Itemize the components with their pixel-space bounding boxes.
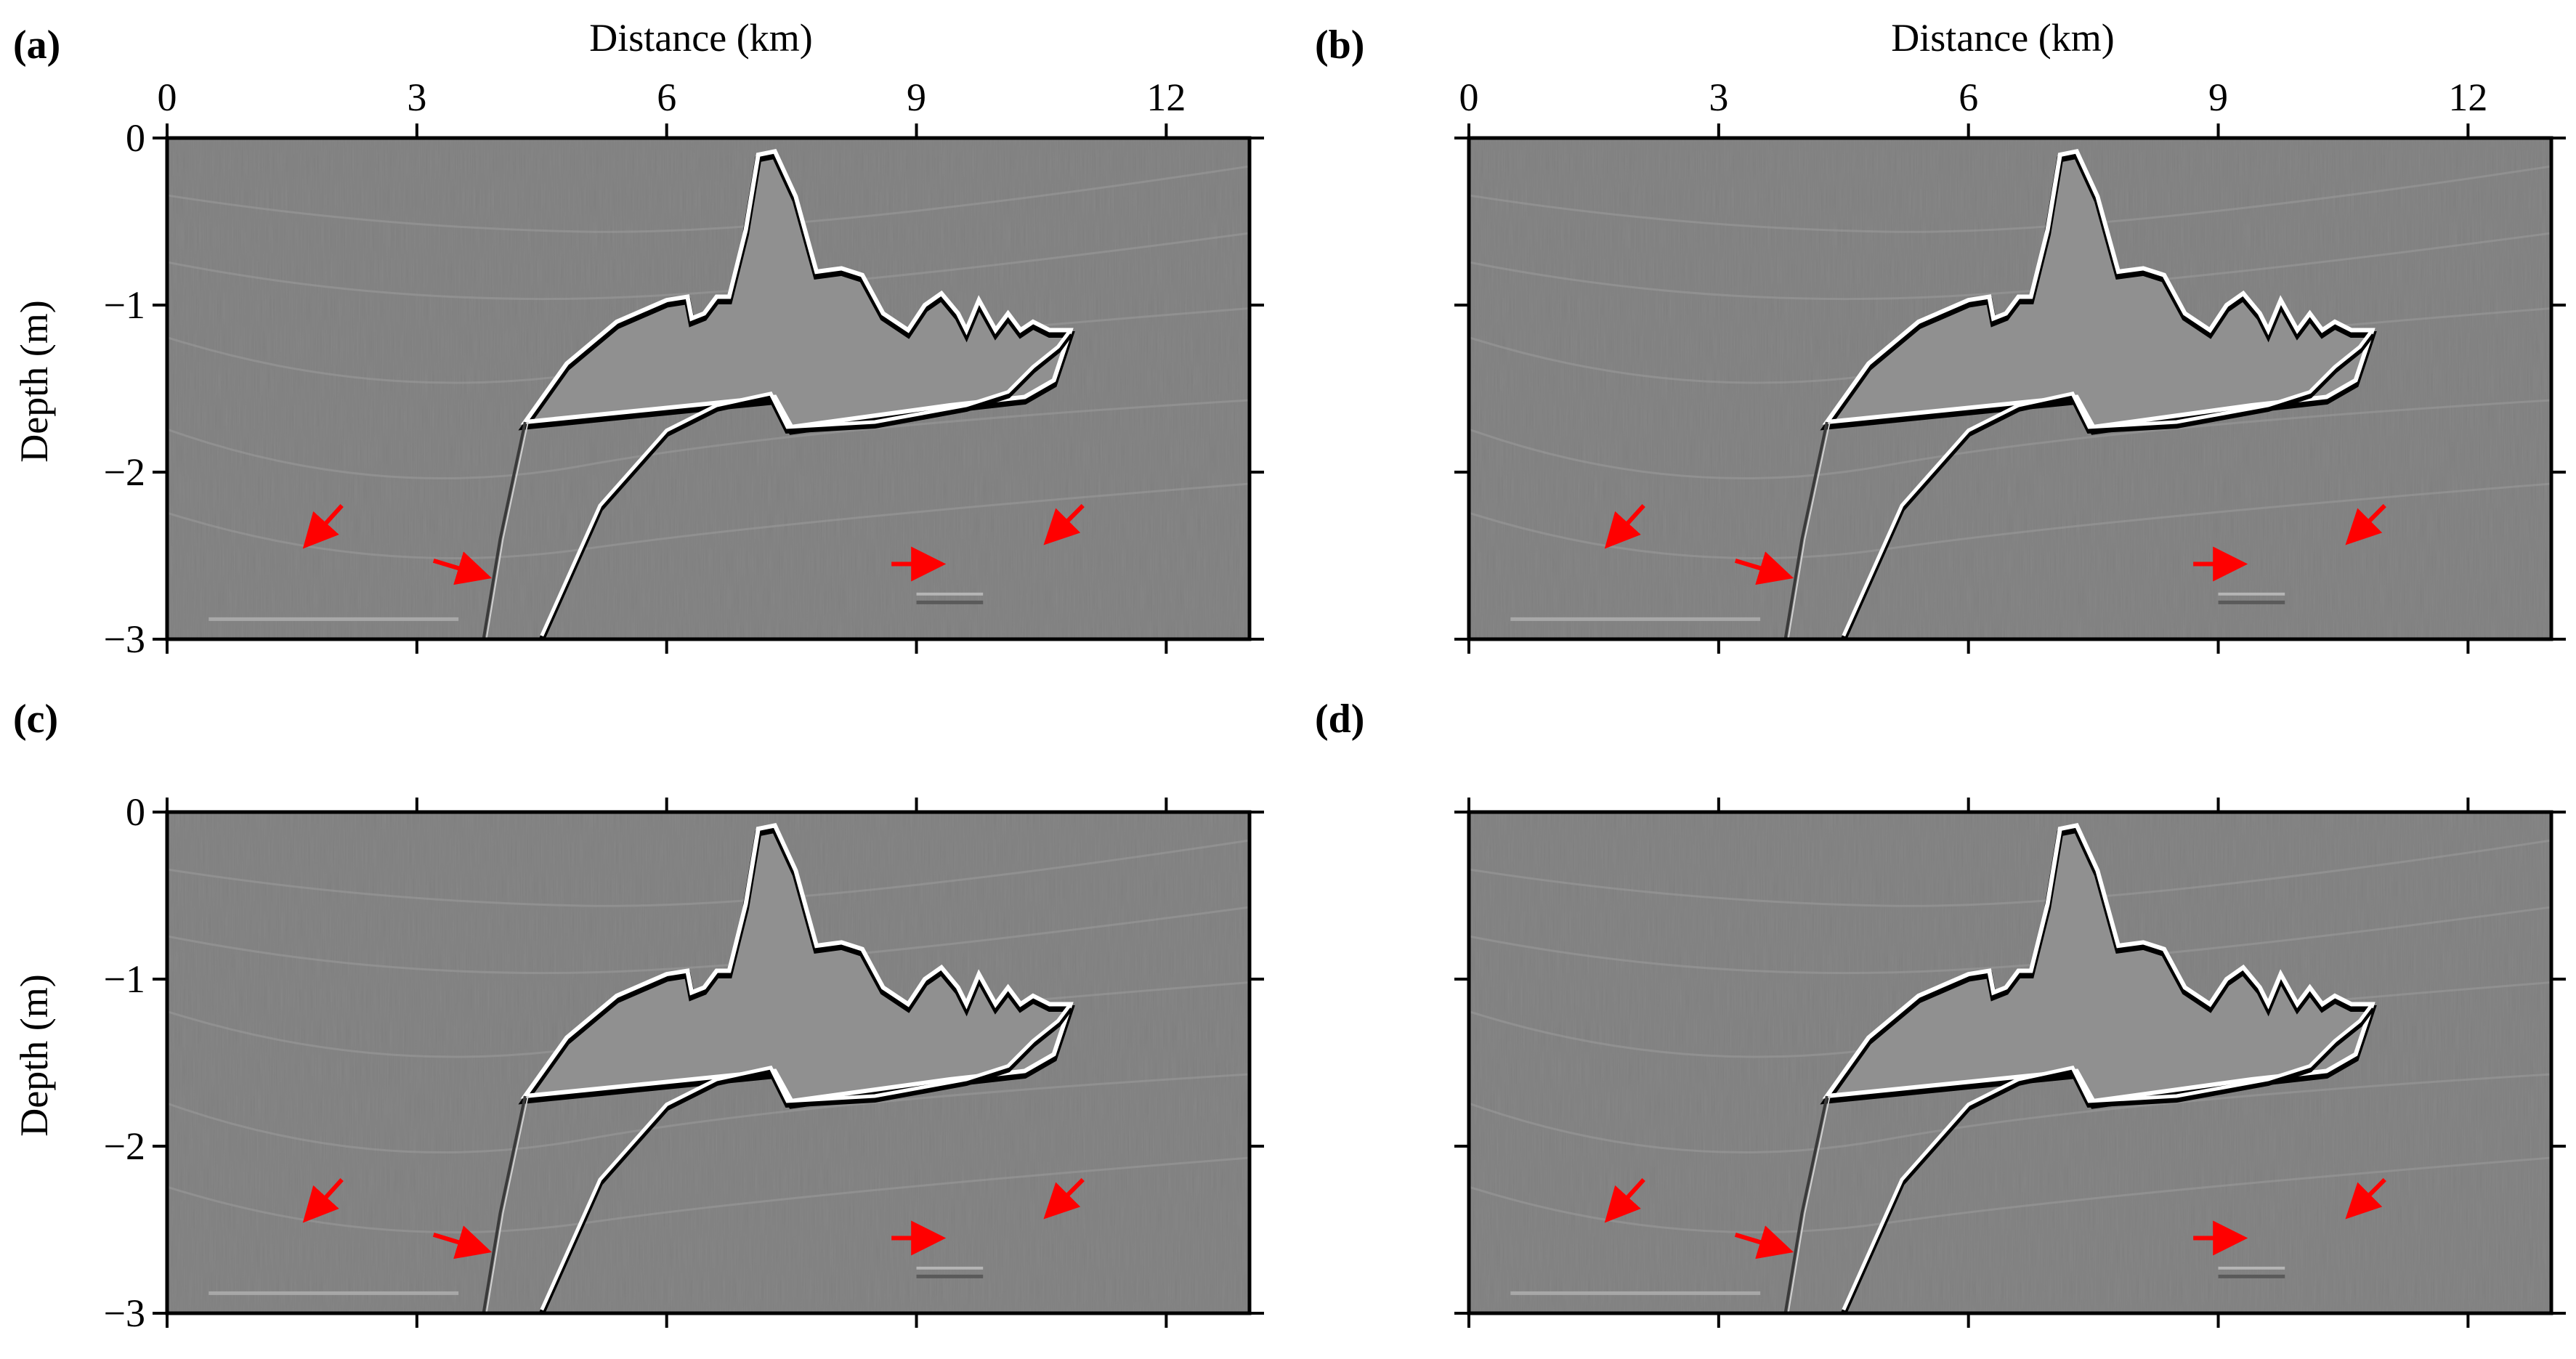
panel-d: (d)	[1315, 697, 2566, 1328]
y-tick-label: 0	[126, 116, 145, 160]
image-content	[167, 138, 1249, 639]
steep-flank	[1783, 421, 1828, 639]
image-content	[1469, 138, 2551, 639]
x-tick-label: 0	[1459, 76, 1479, 119]
salt-top-reflector	[1822, 822, 2375, 1104]
panel-label: (c)	[13, 697, 58, 742]
layer-line	[1469, 839, 2551, 907]
steep-flank	[482, 1095, 527, 1313]
panel-b: (b) 0 3 6 9 12 Distance (km)	[1315, 16, 2566, 654]
red-arrow-2	[432, 1225, 493, 1259]
steep-flank-highlight	[1787, 1095, 1831, 1313]
red-arrow-2	[432, 551, 493, 585]
x-tick-label: 12	[1146, 76, 1186, 119]
salt-top-reflector	[1822, 148, 2375, 430]
x-tick-label: 6	[1959, 76, 1978, 119]
y-tick-label: 0	[126, 790, 145, 834]
layer-line	[167, 1073, 1249, 1154]
red-arrow-4	[1043, 503, 1085, 545]
red-arrow-1	[1604, 1177, 1645, 1223]
layer-line	[167, 399, 1249, 480]
red-arrow-4	[2345, 1177, 2386, 1220]
layer-line	[1469, 1073, 2551, 1154]
steep-flank-highlight	[485, 1095, 529, 1313]
x-tick-label: 0	[158, 76, 177, 119]
panel-a: (a) 0 3 6 9 12 0 −1 −2 −3 Distance (km) Depth (m)	[12, 16, 1264, 661]
steep-flank	[482, 421, 527, 639]
panel-c: (c) 0 −1 −2 −3 Depth (m)	[12, 697, 1264, 1335]
steep-flank-highlight	[1787, 421, 1831, 639]
x-tick-label: 3	[407, 76, 426, 119]
x-tick-label: 3	[1709, 76, 1728, 119]
red-arrow-2	[1734, 1225, 1794, 1259]
y-tick-label: −1	[104, 957, 145, 1001]
salt-base-reflector	[540, 1003, 1072, 1311]
y-axis-title: Depth (m)	[12, 974, 56, 1136]
layer-line	[1469, 165, 2551, 233]
salt-body-fill	[524, 825, 1071, 1101]
layer-line	[167, 232, 1249, 301]
x-tick-label: 9	[2208, 76, 2228, 119]
x-axis-title: Distance (km)	[589, 16, 812, 60]
axes-frame	[1467, 136, 2553, 641]
salt-base-shadow	[1841, 1006, 2375, 1313]
layer-line	[167, 906, 1249, 975]
y-axis-title: Depth (m)	[12, 300, 56, 462]
axes-frame	[165, 810, 1252, 1315]
red-arrow-2	[1734, 551, 1794, 585]
y-tick-label: −2	[104, 450, 145, 494]
y-tick-label: −3	[104, 1291, 145, 1335]
panel-label: (b)	[1315, 23, 1364, 68]
salt-base-reflector	[540, 329, 1072, 637]
panels: (a) 0 3 6 9 12 0 −1 −2 −3 Distance (km) Depth (m) (b…	[12, 16, 2566, 1335]
salt-base-shadow	[539, 1006, 1073, 1313]
axes-frame	[1467, 810, 2553, 1315]
x-tick-label: 6	[657, 76, 676, 119]
x-tick-label: 12	[2448, 76, 2487, 119]
panel-label: (a)	[13, 23, 60, 68]
steep-flank	[1783, 1095, 1828, 1313]
axes-frame	[165, 136, 1252, 641]
salt-body-fill	[1826, 151, 2373, 427]
salt-top-reflector	[520, 148, 1074, 430]
layer-line	[167, 165, 1249, 233]
red-arrow-4	[1043, 1177, 1085, 1220]
y-tick-label: −3	[104, 617, 145, 661]
red-arrow-4	[2345, 503, 2386, 545]
red-arrow-1	[1604, 503, 1645, 549]
red-arrow-1	[302, 503, 344, 549]
salt-base-reflector	[1842, 1003, 2374, 1311]
x-tick-label: 9	[907, 76, 926, 119]
layer-line	[1469, 399, 2551, 480]
x-axis-title: Distance (km)	[1891, 16, 2114, 60]
image-content	[1469, 812, 2551, 1313]
salt-top-reflector	[520, 822, 1074, 1104]
layer-line	[1469, 232, 2551, 301]
salt-base-shadow	[539, 332, 1073, 639]
salt-base-reflector	[1842, 329, 2374, 637]
red-arrow-1	[302, 1177, 344, 1223]
salt-base-shadow	[1841, 332, 2375, 639]
y-tick-label: −2	[104, 1124, 145, 1168]
salt-body-fill	[1826, 825, 2373, 1101]
image-content	[167, 812, 1249, 1313]
salt-body-fill	[524, 151, 1071, 427]
steep-flank-highlight	[485, 421, 529, 639]
layer-line	[1469, 906, 2551, 975]
panel-label: (d)	[1315, 697, 1364, 742]
y-tick-label: −1	[104, 283, 145, 327]
layer-line	[167, 839, 1249, 907]
